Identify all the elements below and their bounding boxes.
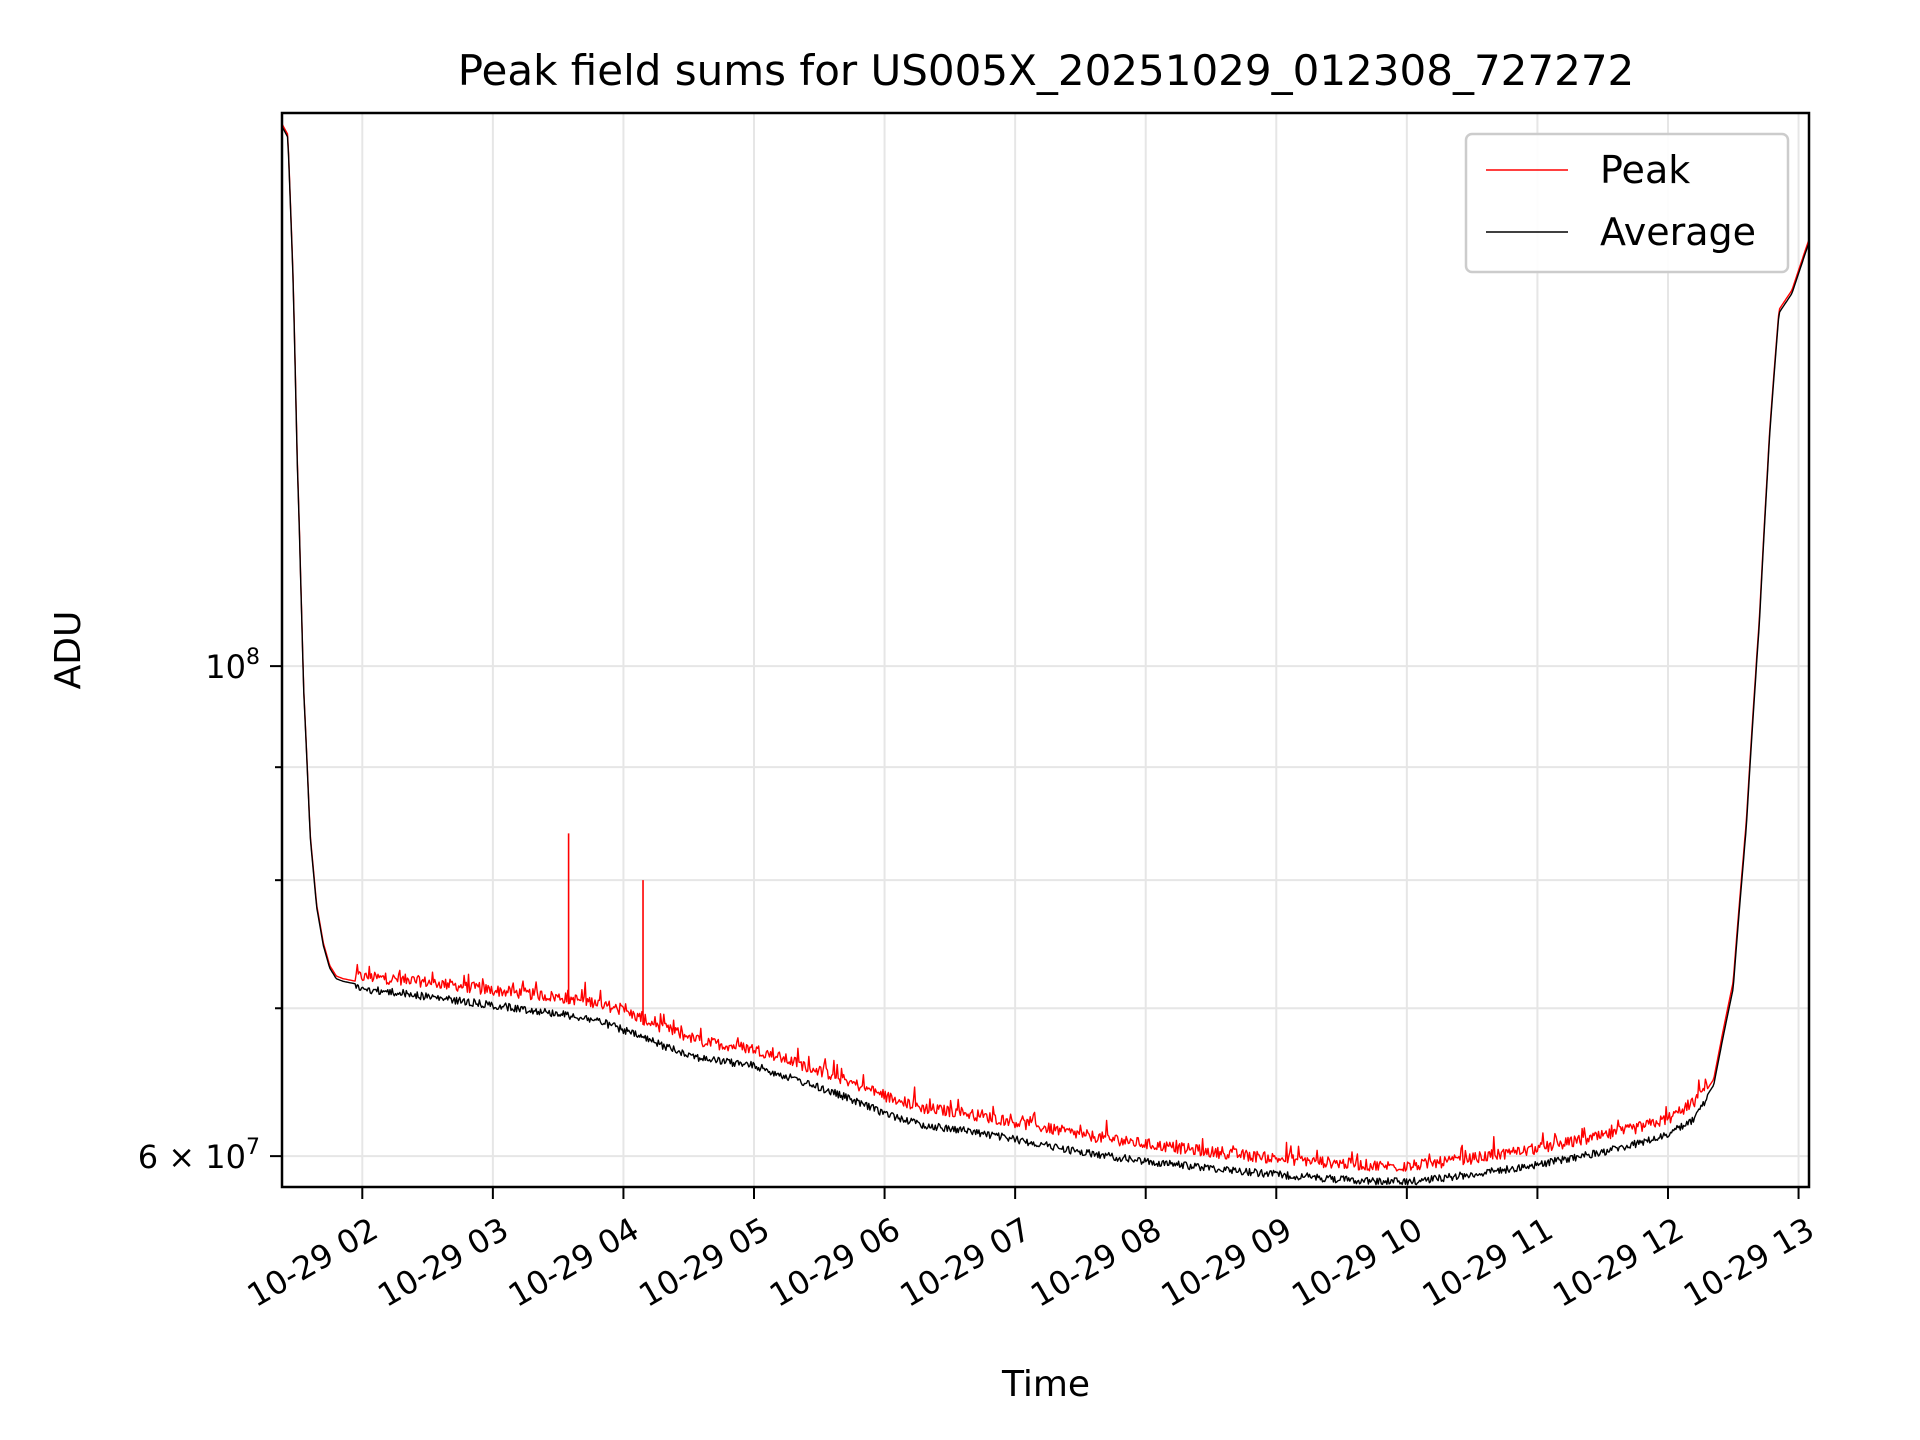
y-tick-label-base: 6 × 10	[138, 1138, 246, 1176]
y-tick-label: 108	[205, 645, 260, 686]
legend-average-label: Average	[1600, 210, 1756, 254]
series-layer	[281, 123, 1810, 1186]
plot-frame	[280, 111, 1811, 1189]
y-tick-label-exponent: 7	[246, 1135, 260, 1160]
y-tick-label-base: 10	[205, 648, 246, 686]
legend: Peak Average	[1464, 132, 1790, 274]
y-axis-label: ADU	[48, 611, 89, 690]
legend-box	[1464, 132, 1790, 274]
series-line-peak	[281, 123, 1810, 1172]
x-axis-label: Time	[1001, 1364, 1090, 1405]
y-tick-label: 6 × 107	[138, 1135, 260, 1176]
legend-peak-label: Peak	[1600, 148, 1690, 192]
grid-layer	[282, 113, 1809, 1187]
chart-title: Peak field sums for US005X_20251029_0123…	[458, 46, 1635, 95]
series-line-average	[281, 126, 1810, 1186]
y-tick-label-exponent: 8	[246, 645, 260, 670]
